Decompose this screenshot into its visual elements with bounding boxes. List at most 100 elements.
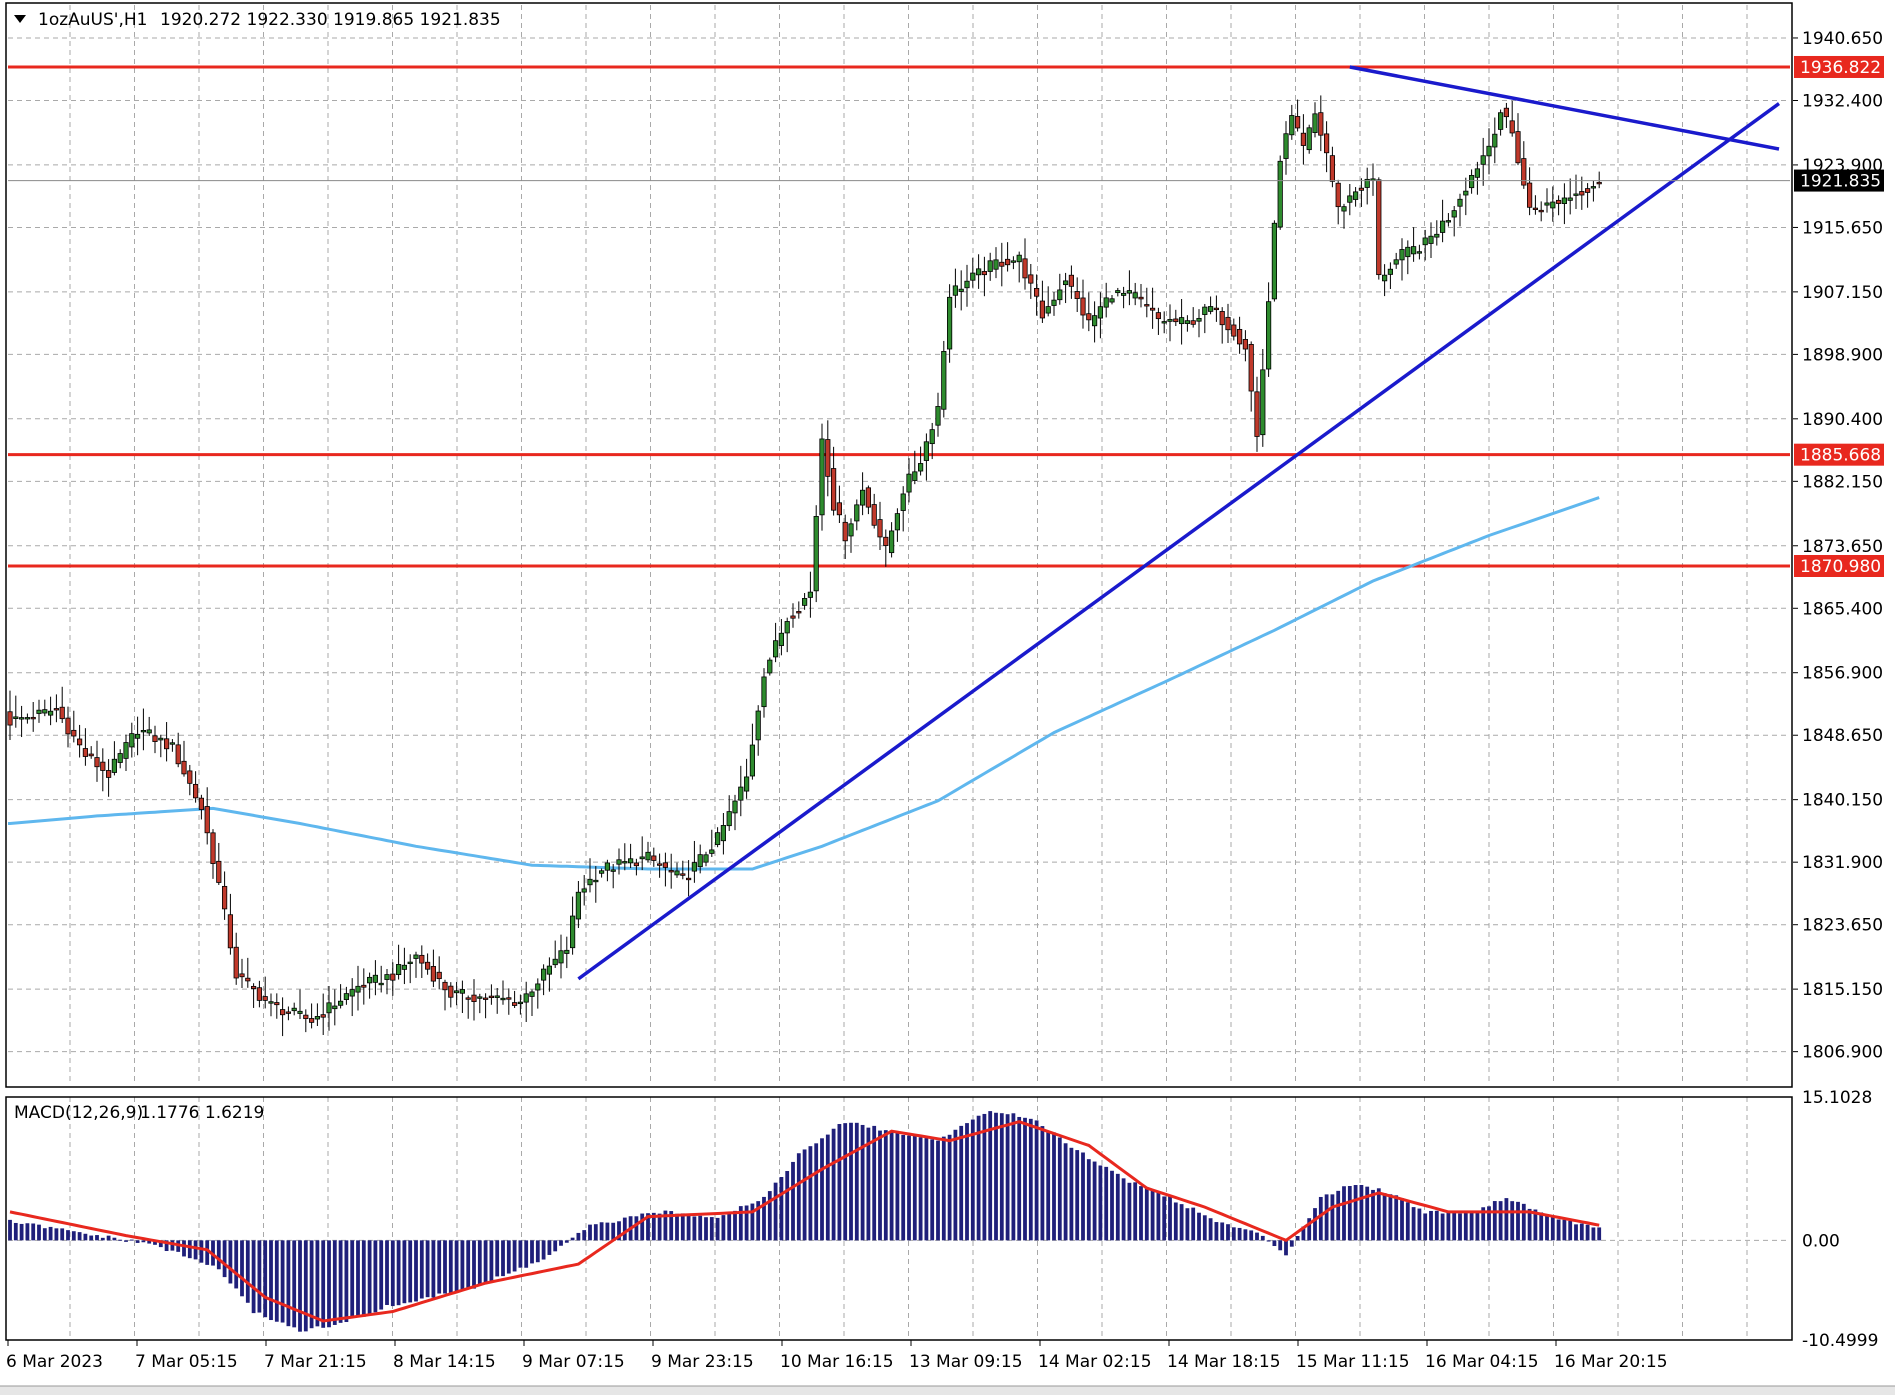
horizontal-levels[interactable]: 1936.822 1885.668 1870.980 [8, 55, 1884, 577]
candle [129, 722, 135, 758]
candle-body [13, 716, 19, 719]
candle-body [587, 878, 593, 886]
candle-body [929, 429, 935, 445]
candle-body [732, 800, 738, 814]
candle [1295, 99, 1301, 132]
macd-histogram-bar [1156, 1192, 1161, 1241]
candle-body [1521, 158, 1527, 186]
price-axis-label: 1806.900 [1802, 1043, 1883, 1063]
candle-body [1092, 315, 1098, 327]
bottom-scrollbar-strip[interactable] [0, 1386, 1895, 1395]
macd-histogram-bar [71, 1231, 76, 1241]
candle [1358, 178, 1364, 207]
candle [778, 619, 785, 656]
price-axis-label: 1831.900 [1802, 853, 1883, 873]
candle [1173, 309, 1179, 327]
price-axis-label: 1923.900 [1802, 156, 1883, 176]
price-axis-label: 1823.650 [1802, 916, 1883, 936]
candle-body [1306, 127, 1312, 151]
candle-body [894, 513, 901, 531]
macd-histogram-bar [686, 1213, 691, 1241]
candle [1045, 286, 1051, 317]
candle [163, 722, 170, 762]
macd-histogram-bar [147, 1240, 152, 1244]
candle [906, 458, 912, 503]
macd-histogram-bar [1400, 1198, 1404, 1241]
candle-body [106, 770, 112, 778]
candle-body [831, 468, 837, 511]
macd-histogram-bar [1284, 1240, 1288, 1256]
candle [570, 896, 576, 955]
candle-body [738, 786, 744, 801]
macd-histogram-bar [1139, 1186, 1143, 1241]
candle [30, 702, 36, 732]
candle-body [1341, 206, 1347, 212]
candle-body [900, 493, 906, 511]
macd-histogram-bar [425, 1240, 430, 1298]
macd-histogram-bar [13, 1222, 18, 1241]
macd-histogram-bar [773, 1182, 778, 1241]
trendlines-layer[interactable] [577, 65, 1781, 981]
candle [1300, 114, 1306, 165]
macd-histogram-bar [1185, 1208, 1190, 1241]
candle [657, 853, 663, 878]
candle [1144, 287, 1150, 318]
candle [198, 794, 204, 820]
dropdown-triangle-icon[interactable] [14, 15, 26, 23]
candle-body [100, 761, 106, 771]
candle-body [1121, 292, 1127, 296]
macd-histogram-bar [95, 1235, 99, 1241]
candle [1544, 188, 1550, 213]
macd-histogram-bar [593, 1224, 598, 1241]
candle-body [1242, 339, 1248, 350]
macd-histogram-bar [274, 1240, 279, 1322]
candle [1097, 292, 1103, 339]
macd-histogram-bar [1057, 1137, 1062, 1241]
candle [158, 734, 164, 758]
candle [1561, 183, 1567, 225]
candle [1440, 199, 1446, 243]
horizontal-level-tag-label: 1885.668 [1800, 446, 1881, 466]
macd-histogram-bar [1005, 1114, 1010, 1241]
trendline[interactable] [1349, 65, 1780, 151]
macd-histogram-bar [588, 1224, 592, 1241]
price-axis-label: 1932.400 [1802, 91, 1883, 111]
candle-body [7, 711, 13, 726]
candle-body [1237, 328, 1243, 345]
macd-histogram-bar [100, 1237, 105, 1241]
candle-body [639, 856, 645, 860]
candle [123, 734, 129, 771]
candle [337, 984, 344, 1009]
candle-body [564, 949, 570, 954]
candle [1353, 187, 1359, 207]
candle-body [529, 991, 535, 997]
price-axis-label: 1848.650 [1802, 726, 1883, 746]
macd-histogram-bar [947, 1134, 952, 1241]
candle-body [36, 709, 42, 714]
macd-histogram-bar [1162, 1196, 1167, 1241]
candle-body [314, 1016, 321, 1020]
candle-body [1492, 133, 1498, 148]
candle [883, 529, 889, 567]
candle [453, 981, 460, 1006]
candle-body [802, 598, 808, 606]
candle-body [575, 891, 582, 920]
candle [1318, 95, 1324, 152]
candle [1393, 252, 1399, 269]
candle [1161, 311, 1167, 334]
candle-body [24, 717, 31, 720]
candle [1271, 220, 1277, 302]
candle [738, 765, 744, 817]
macd-histogram-bar [634, 1216, 639, 1241]
macd-histogram-bar [1597, 1227, 1602, 1241]
candle [297, 989, 303, 1019]
candle-body [651, 855, 657, 861]
macd-histogram-bar [651, 1212, 656, 1241]
macd-histogram-bar [965, 1123, 969, 1241]
candle [1416, 244, 1422, 260]
candle-body [1527, 182, 1533, 208]
candle [221, 871, 228, 920]
trendline[interactable] [577, 102, 1781, 981]
candle-body [622, 861, 628, 864]
